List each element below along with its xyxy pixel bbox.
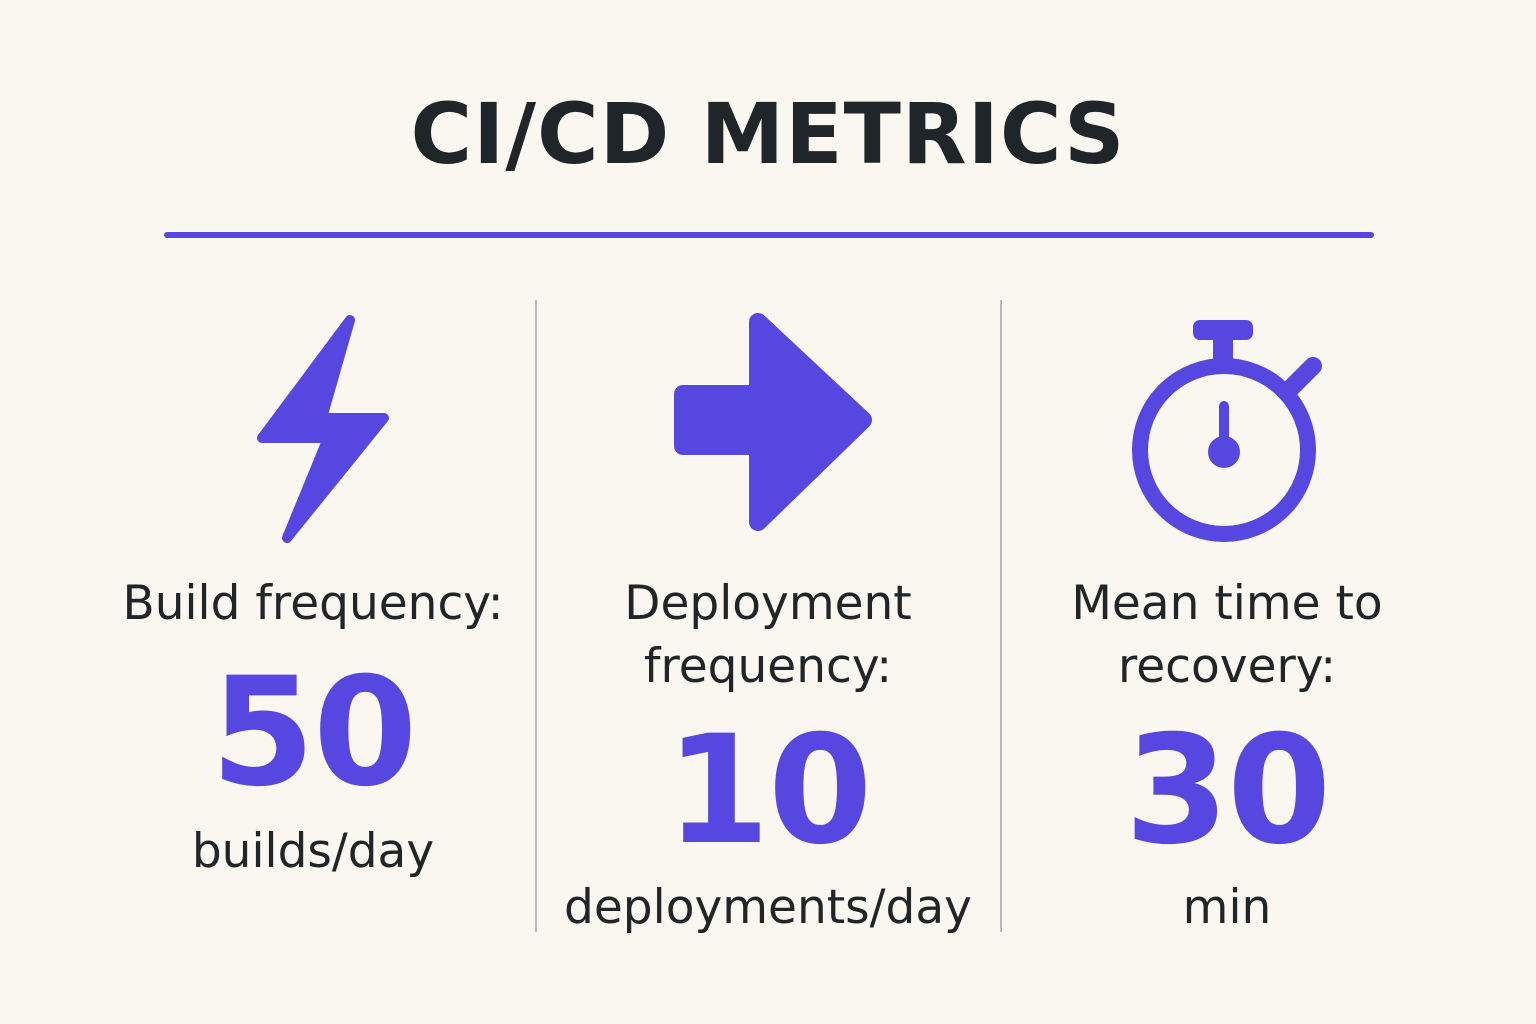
metric-label: Build frequency: — [122, 576, 504, 631]
metric-label-line-2: frequency: — [643, 639, 893, 694]
metric-unit: builds/day — [191, 824, 435, 879]
column-divider-right — [1000, 300, 1002, 932]
stopwatch-icon — [1132, 320, 1322, 542]
metric-deployment-frequency: Deployment frequency: 10 deployments/day — [543, 300, 993, 940]
metric-value: 30 — [1124, 704, 1332, 878]
page-title: CI/CD METRICS — [410, 85, 1126, 183]
metric-label-line-2: recovery: — [1117, 639, 1337, 694]
metric-unit: min — [1182, 880, 1272, 935]
metric-mean-time-to-recovery: Mean time to recovery: 30 min — [1002, 300, 1452, 940]
title-underline — [164, 232, 1374, 238]
metric-value: 50 — [210, 646, 418, 820]
metric-label-line-1: Mean time to — [1071, 576, 1383, 631]
metric-value: 10 — [665, 704, 873, 878]
metric-label-line-1: Deployment — [624, 576, 912, 631]
arrow-right-icon — [674, 313, 872, 531]
metric-unit: deployments/day — [564, 880, 972, 935]
metric-label: Mean time to recovery: — [1002, 572, 1452, 698]
metric-build-frequency: Build frequency: 50 builds/day — [88, 300, 538, 940]
column-divider-left — [535, 300, 537, 932]
lightning-bolt-icon — [257, 315, 389, 543]
metric-label: Deployment frequency: — [543, 572, 993, 698]
